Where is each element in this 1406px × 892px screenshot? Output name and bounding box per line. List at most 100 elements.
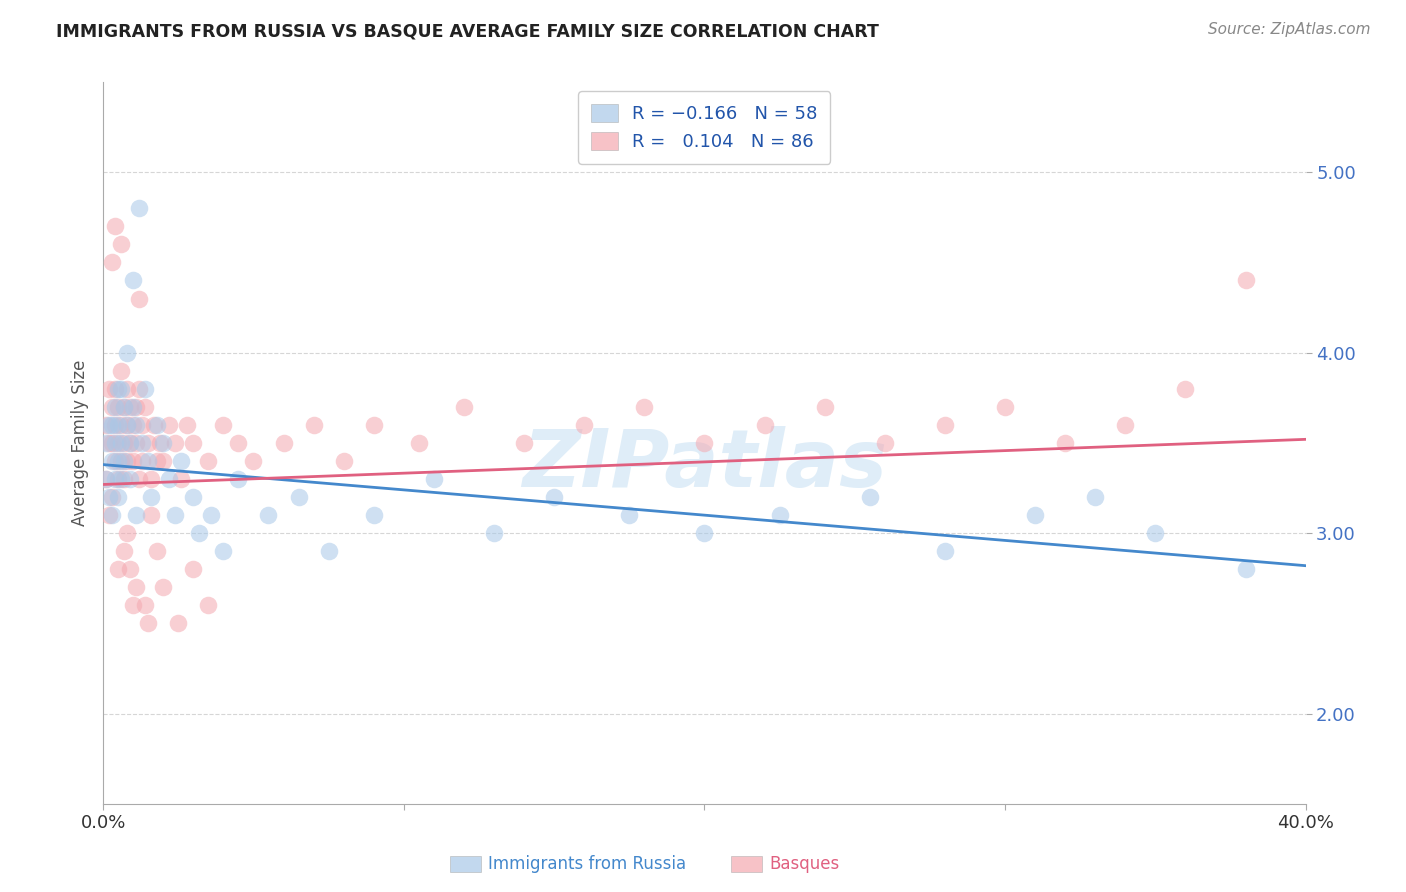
Point <box>94 472 117 486</box>
Point <box>212 417 235 432</box>
Point <box>170 454 193 468</box>
Point <box>212 544 235 558</box>
Point <box>128 472 150 486</box>
Point <box>107 417 129 432</box>
Point <box>141 490 163 504</box>
Point <box>98 490 121 504</box>
Point <box>122 400 145 414</box>
Point <box>101 400 124 414</box>
Point <box>110 454 132 468</box>
Point <box>128 201 150 215</box>
Legend: R = −0.166   N = 58, R =   0.104   N = 86: R = −0.166 N = 58, R = 0.104 N = 86 <box>578 91 831 164</box>
Point <box>112 454 135 468</box>
Point <box>814 400 837 414</box>
Point <box>242 454 264 468</box>
Point <box>453 400 475 414</box>
Point <box>112 436 135 450</box>
Text: Basques: Basques <box>769 855 839 873</box>
Point <box>513 436 536 450</box>
Point <box>104 472 127 486</box>
Point <box>122 417 145 432</box>
Point <box>768 508 790 523</box>
Point <box>131 436 153 450</box>
Point <box>152 436 174 450</box>
Point <box>408 436 430 450</box>
Point <box>112 472 135 486</box>
Point <box>188 526 211 541</box>
Point <box>120 436 142 450</box>
Point <box>94 436 117 450</box>
Point <box>104 417 127 432</box>
Point <box>134 382 156 396</box>
Point <box>141 472 163 486</box>
Point <box>94 472 117 486</box>
Point <box>120 436 142 450</box>
Point <box>110 472 132 486</box>
Point <box>1144 526 1167 541</box>
Point <box>149 436 172 450</box>
Text: ZIPatlas: ZIPatlas <box>522 425 887 504</box>
Point <box>482 526 505 541</box>
Point <box>165 436 187 450</box>
Point <box>110 237 132 252</box>
Point <box>152 580 174 594</box>
Point <box>165 508 187 523</box>
Point <box>122 273 145 287</box>
Point <box>1084 490 1107 504</box>
Point <box>115 526 138 541</box>
Point <box>125 580 148 594</box>
Point <box>157 472 180 486</box>
Point <box>128 382 150 396</box>
Text: Immigrants from Russia: Immigrants from Russia <box>488 855 686 873</box>
Point <box>423 472 446 486</box>
Point <box>754 417 776 432</box>
Point <box>302 417 325 432</box>
Point <box>181 436 204 450</box>
Point <box>136 454 159 468</box>
Point <box>363 417 385 432</box>
Point <box>200 508 222 523</box>
Point <box>273 436 295 450</box>
Point <box>128 292 150 306</box>
Point <box>131 417 153 432</box>
Point <box>363 508 385 523</box>
Text: Source: ZipAtlas.com: Source: ZipAtlas.com <box>1208 22 1371 37</box>
Point <box>120 562 142 576</box>
Point <box>167 616 190 631</box>
Point <box>120 472 142 486</box>
Point <box>98 436 121 450</box>
Point <box>115 454 138 468</box>
Point <box>1054 436 1077 450</box>
Point <box>146 417 169 432</box>
Point <box>120 400 142 414</box>
Point <box>134 599 156 613</box>
Point <box>181 562 204 576</box>
Point <box>994 400 1017 414</box>
Point <box>98 508 121 523</box>
Point <box>94 417 117 432</box>
Point <box>257 508 280 523</box>
Point <box>197 599 219 613</box>
Point <box>934 544 956 558</box>
Point <box>104 454 127 468</box>
Point <box>633 400 655 414</box>
Point <box>110 436 132 450</box>
Point <box>181 490 204 504</box>
Point <box>110 364 132 378</box>
Point <box>1234 273 1257 287</box>
Point <box>136 436 159 450</box>
Point <box>693 526 716 541</box>
Point <box>693 436 716 450</box>
Point <box>104 219 127 234</box>
Point <box>101 454 124 468</box>
Point <box>1234 562 1257 576</box>
Point <box>1174 382 1197 396</box>
Point <box>131 454 153 468</box>
Point <box>104 400 127 414</box>
Point <box>104 436 127 450</box>
Point <box>1114 417 1136 432</box>
Point <box>107 562 129 576</box>
Point <box>125 417 148 432</box>
Point <box>101 508 124 523</box>
Point <box>157 417 180 432</box>
